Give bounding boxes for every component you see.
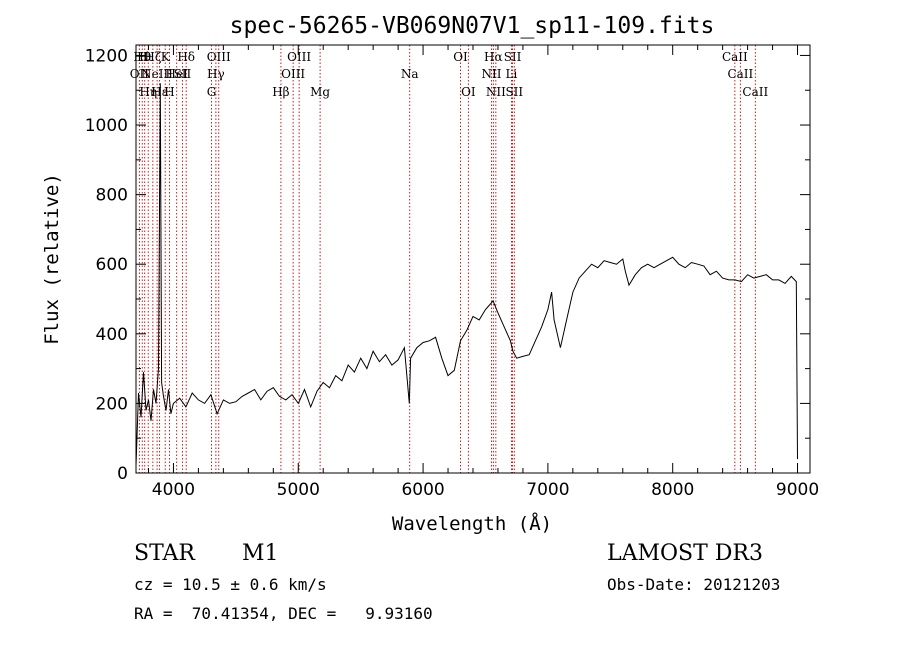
x-axis-label: Wavelength (Å) [392,512,552,535]
line-marker-label-18: Mg [310,85,330,99]
line-marker-label-3: Hη [139,85,157,99]
y-tick-label-2: 400 [96,325,128,345]
line-marker-label-8: H [164,85,174,99]
line-marker-label-10: SII [174,67,192,81]
coords-text: RA = 70.41354, DEC = 9.93160 [134,604,433,623]
obs-date-text: Obs-Date: 20121203 [607,575,780,594]
y-tick-label-5: 1000 [85,116,128,136]
line-marker-label-9: HeI [166,67,189,81]
plot-frame [135,44,811,474]
line-marker-label-11: Hδ [177,50,195,64]
line-marker-label-17: OIII [287,50,311,64]
line-marker-label-16: OIII [281,67,305,81]
y-axis-ticks: 0 200 400 600 800 1000 1200 [85,46,810,484]
y-tick-label-3: 600 [96,255,128,275]
line-marker-label-30: CaII [742,85,768,99]
line-markers [138,45,756,473]
x-tick-label-1: 5000 [277,480,320,500]
x-tick-label-3: 7000 [526,480,569,500]
line-marker-label-21: OI [461,85,476,99]
redshift-text: cz = 10.5 ± 0.6 km/s [134,575,327,594]
y-tick-label-4: 800 [96,186,128,206]
chart-title: spec-56265-VB069N07V1_sp11-109.fits [230,13,715,39]
spectrum-line [135,83,798,467]
object-class: STAR [134,541,196,566]
line-marker-label-0: OII [130,67,150,81]
line-marker-label-23: Hα [484,50,503,64]
line-marker-label-2: Hι [137,50,152,64]
line-marker-label-19: Na [401,67,419,81]
x-tick-label-5: 9000 [776,480,819,500]
line-marker-label-12: G [207,85,217,99]
line-marker-label-5: NeIII [141,67,173,81]
y-tick-label-1: 200 [96,394,128,414]
line-marker-label-20: OI [453,50,468,64]
x-tick-label-4: 8000 [651,480,694,500]
line-marker-label-22: NII [481,67,501,81]
y-tick-label-6: 1200 [85,46,128,66]
y-tick-label-0: 0 [117,464,128,484]
y-axis-label: Flux (relative) [41,173,63,345]
line-marker-labels: OIIHθHιHηHζNeIIIHεKHHeISIIHδGHγOIIIHβOII… [130,50,769,99]
line-marker-label-29: CaII [727,67,753,81]
x-tick-label-2: 6000 [401,480,444,500]
line-marker-label-27: SII [505,85,523,99]
x-tick-label-0: 4000 [152,480,195,500]
line-marker-label-13: Hγ [207,67,225,81]
line-marker-label-7: K [161,50,171,64]
survey-name: LAMOST DR3 [607,541,763,566]
line-marker-label-6: Hε [151,85,168,99]
line-marker-label-14: OIII [207,50,231,64]
line-marker-label-15: Hβ [272,85,289,99]
line-marker-label-4: Hζ [144,50,161,64]
line-marker-label-25: Li [506,67,518,81]
line-marker-label-24: NII [486,85,506,99]
line-marker-label-28: CaII [722,50,748,64]
x-axis-ticks: 4000 5000 6000 7000 8000 9000 [147,45,819,500]
line-marker-label-26: SII [504,50,522,64]
object-subclass: M1 [242,541,279,566]
line-marker-label-1: Hθ [133,50,151,64]
